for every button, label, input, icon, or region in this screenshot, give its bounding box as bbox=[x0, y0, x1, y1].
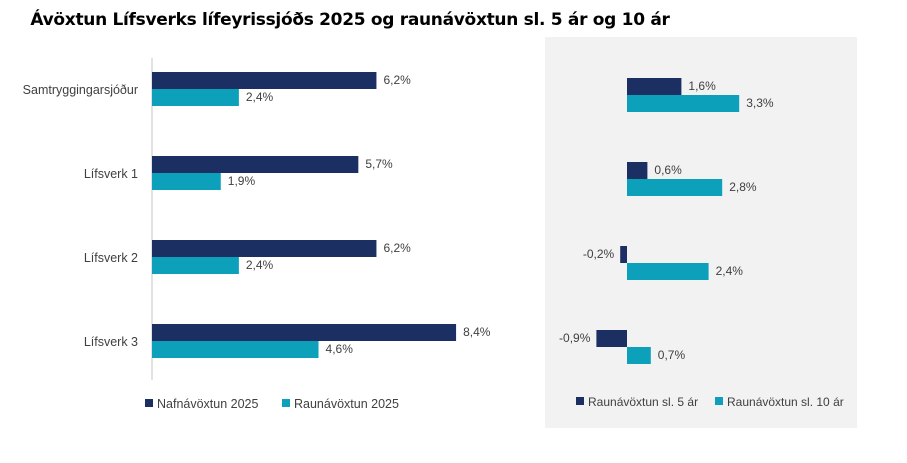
data-label: 1,9% bbox=[228, 174, 256, 188]
category-label: Lífsverk 3 bbox=[84, 335, 138, 349]
legend-label: Nafnávöxtun 2025 bbox=[157, 397, 259, 411]
legend-swatch bbox=[145, 399, 153, 407]
category-label: Lífsverk 1 bbox=[84, 167, 138, 181]
data-label: 0,7% bbox=[658, 348, 686, 362]
bar-real-10y bbox=[627, 347, 651, 364]
data-label: 3,3% bbox=[746, 96, 774, 110]
bar-real bbox=[152, 89, 239, 106]
bar-nominal bbox=[152, 324, 457, 341]
bar-nominal bbox=[152, 72, 377, 89]
bar-nominal bbox=[152, 240, 377, 257]
data-label: 6,2% bbox=[383, 241, 411, 255]
bar-real-5y bbox=[620, 246, 627, 263]
data-label: 4,6% bbox=[326, 342, 354, 356]
data-label: 2,8% bbox=[729, 180, 757, 194]
data-label: 0,6% bbox=[654, 163, 682, 177]
legend-label: Raunávöxtun sl. 5 ár bbox=[588, 395, 698, 409]
data-label: 2,4% bbox=[246, 258, 274, 272]
data-label: -0,9% bbox=[559, 331, 591, 345]
data-label: 8,4% bbox=[463, 325, 491, 339]
bar-nominal bbox=[152, 156, 359, 173]
bar-real-5y bbox=[627, 78, 682, 95]
data-label: 5,7% bbox=[365, 157, 393, 171]
legend-swatch bbox=[715, 397, 723, 405]
bar-real-10y bbox=[627, 95, 740, 112]
legend-label: Raunávöxtun sl. 10 ár bbox=[727, 395, 844, 409]
bar-real-10y bbox=[627, 263, 709, 280]
bar-real-10y bbox=[627, 179, 723, 196]
data-label: 1,6% bbox=[688, 79, 716, 93]
legend-swatch bbox=[282, 399, 290, 407]
legend-label: Raunávöxtun 2025 bbox=[294, 397, 399, 411]
bar-real-5y bbox=[627, 162, 648, 179]
chart-title: Ávöxtun Lífsverks lífeyrissjóðs 2025 og … bbox=[30, 10, 670, 30]
data-label: 2,4% bbox=[246, 90, 274, 104]
bar-real-5y bbox=[596, 330, 627, 347]
bar-real bbox=[152, 257, 239, 274]
data-label: -0,2% bbox=[583, 247, 615, 261]
data-label: 2,4% bbox=[716, 264, 744, 278]
bar-real bbox=[152, 173, 221, 190]
category-label: Samtryggingarsjóður bbox=[23, 83, 138, 97]
category-label: Lífsverk 2 bbox=[84, 251, 138, 265]
data-label: 6,2% bbox=[383, 73, 411, 87]
legend-swatch bbox=[576, 397, 584, 405]
bar-real bbox=[152, 341, 319, 358]
